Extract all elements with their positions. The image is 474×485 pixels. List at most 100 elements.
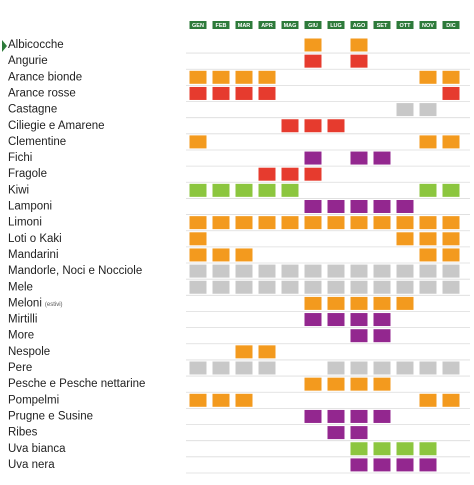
month-label: MAG <box>284 23 297 29</box>
season-cell <box>189 280 207 294</box>
season-cell <box>442 135 460 149</box>
month-label: SET <box>377 23 388 29</box>
season-cell <box>235 86 253 100</box>
fruit-name: Prugne e Susine <box>8 410 93 422</box>
season-cell <box>212 280 230 294</box>
season-cell <box>258 70 276 84</box>
season-cell <box>419 103 437 117</box>
season-cell <box>350 296 368 310</box>
fruit-name: Limoni <box>8 217 42 229</box>
month-header <box>189 21 207 29</box>
month-header <box>235 21 253 29</box>
season-cell <box>212 70 230 84</box>
fruit-name: Mele <box>8 281 33 293</box>
season-cell <box>419 442 437 456</box>
season-cell <box>212 86 230 100</box>
season-cell <box>189 183 207 197</box>
season-cell <box>304 119 322 133</box>
month-header <box>373 21 391 29</box>
season-cell <box>327 216 345 230</box>
season-cell <box>212 216 230 230</box>
fruit-name: Mirtilli <box>8 314 37 326</box>
month-header <box>396 21 414 29</box>
season-cell <box>281 119 299 133</box>
fruit-name: Loti o Kaki <box>8 233 62 245</box>
season-cell <box>235 361 253 375</box>
month-label: APR <box>261 23 273 29</box>
marker <box>2 40 7 52</box>
season-cell <box>350 442 368 456</box>
season-cell <box>327 377 345 391</box>
season-cell <box>304 167 322 181</box>
season-cell <box>373 361 391 375</box>
month-label: NOV <box>422 23 434 29</box>
season-cell <box>419 232 437 246</box>
season-cell <box>304 264 322 278</box>
fruit-note: (estivi) <box>45 302 63 308</box>
season-cell <box>258 86 276 100</box>
season-cell <box>327 280 345 294</box>
fruit-name: More <box>8 330 34 342</box>
fruit-name: Mandarini <box>8 249 59 261</box>
season-cell <box>396 103 414 117</box>
season-cell <box>235 345 253 359</box>
season-cell <box>189 393 207 407</box>
season-cell <box>350 280 368 294</box>
month-header <box>419 21 437 29</box>
fruit-name: Mandorle, Noci e Nocciole <box>8 265 142 277</box>
month-label: GIU <box>308 23 318 29</box>
season-cell <box>419 280 437 294</box>
season-cell <box>281 216 299 230</box>
season-cell <box>350 264 368 278</box>
fruit-name: Uva bianca <box>8 443 66 455</box>
season-cell <box>327 426 345 440</box>
fruit-name: Albicocche <box>8 39 64 51</box>
season-cell <box>189 135 207 149</box>
month-header <box>442 21 460 29</box>
fruit-name: Arance rosse <box>8 87 76 99</box>
season-cell <box>258 167 276 181</box>
season-cell <box>350 38 368 52</box>
season-cell <box>350 426 368 440</box>
fruit-name: Uva nera <box>8 459 55 471</box>
fruit-name: Arance bionde <box>8 71 82 83</box>
season-cell <box>373 280 391 294</box>
season-cell <box>189 248 207 262</box>
fruit-name: Nespole <box>8 346 50 358</box>
season-cell <box>327 361 345 375</box>
fruit-name: Clementine <box>8 136 66 148</box>
season-cell <box>258 183 276 197</box>
season-cell <box>189 70 207 84</box>
fruit-name: Pesche e Pesche nettarine <box>8 378 145 390</box>
season-cell <box>350 458 368 472</box>
season-cell <box>304 54 322 68</box>
season-cell <box>442 70 460 84</box>
season-cell <box>350 151 368 165</box>
fruit-name: Fragole <box>8 168 47 180</box>
season-cell <box>396 200 414 213</box>
season-cell <box>419 361 437 375</box>
fruit-name: Castagne <box>8 104 57 116</box>
month-label: OTT <box>400 23 412 29</box>
fruit-name: Kiwi <box>8 184 29 196</box>
season-cell <box>327 264 345 278</box>
season-cell <box>258 361 276 375</box>
season-cell <box>304 216 322 230</box>
season-cell <box>235 248 253 262</box>
season-cell <box>350 200 368 213</box>
season-cell <box>189 216 207 230</box>
fruit-name: Meloni <box>8 297 42 309</box>
fruit-name: Ciliegie e Amarene <box>8 120 105 132</box>
season-cell <box>442 248 460 262</box>
season-cell <box>327 313 345 327</box>
season-cell <box>304 280 322 294</box>
season-cell <box>350 216 368 230</box>
season-cell <box>258 280 276 294</box>
month-label: AGO <box>353 23 366 29</box>
month-header <box>327 21 345 29</box>
season-cell <box>373 458 391 472</box>
season-cell <box>258 216 276 230</box>
season-cell <box>350 329 368 343</box>
